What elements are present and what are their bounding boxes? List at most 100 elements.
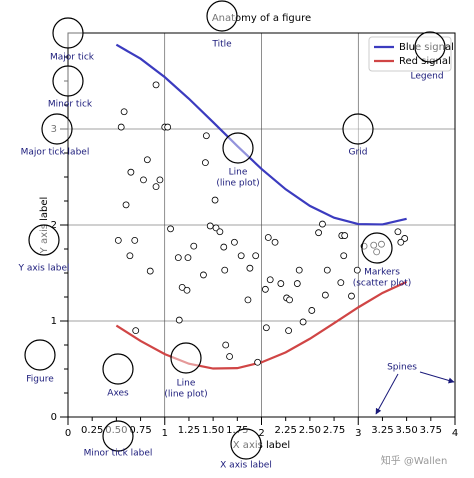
x-minor-tick-label: 3.75: [420, 425, 442, 436]
scatter-point: [132, 327, 140, 335]
scatter-point: [337, 279, 345, 287]
scatter-point: [370, 241, 378, 249]
scatter-point: [285, 327, 292, 335]
scatter-point: [126, 252, 134, 260]
annotation-label: Major tick label: [21, 148, 90, 158]
scatter-point: [341, 232, 349, 239]
scatter-point: [122, 201, 130, 209]
annotation-label: Major tick: [50, 53, 95, 63]
annotation-label: (line plot): [216, 179, 259, 189]
scatter-point: [167, 225, 174, 233]
scatter-point: [117, 123, 125, 131]
annotation-label: Minor tick label: [84, 449, 153, 459]
annotation-circle: [52, 65, 84, 97]
scatter-point: [231, 238, 238, 246]
scatter-point: [152, 81, 160, 89]
chart-title: Anatomy of a figure: [212, 13, 311, 24]
scatter-point: [244, 296, 252, 304]
scatter-point: [183, 286, 191, 294]
scatter-point: [140, 176, 147, 184]
scatter-point: [348, 292, 355, 300]
x-minor-tick-label: 3.25: [371, 425, 393, 436]
annotation-label: (line plot): [164, 390, 207, 400]
x-minor-tick-label: 2.25: [275, 425, 297, 436]
x-tick-label: 3: [355, 428, 361, 439]
spine-arrow: [375, 373, 399, 415]
scatter-point: [378, 240, 385, 248]
annotation-label: Title: [211, 40, 232, 50]
annotation-circle: [102, 420, 134, 452]
scatter-point: [206, 222, 214, 230]
y-tick-label: 2: [51, 220, 57, 231]
annotation-label: Axes: [107, 389, 129, 399]
x-minor-tick-label: 2.75: [323, 425, 345, 436]
scatter-point: [308, 307, 316, 314]
x-minor-tick-label: 0.75: [129, 425, 151, 436]
annotation-label: Line: [177, 379, 196, 389]
x-minor-tick-label: 2.50: [299, 425, 321, 436]
annotation-label: X axis label: [220, 461, 272, 471]
legend-label: Blue signal: [399, 42, 454, 53]
scatter-point: [202, 132, 210, 140]
annotation-circle: [414, 31, 446, 63]
annotation-label: Minor tick: [48, 100, 93, 110]
scatter-point: [373, 248, 381, 256]
y-tick-label: 0: [51, 412, 57, 423]
scatter-point: [315, 229, 322, 237]
scatter-point: [353, 266, 361, 274]
scatter-point: [211, 196, 219, 204]
scatter-point: [261, 285, 269, 293]
scatter-point: [226, 353, 233, 360]
scatter-point: [319, 220, 326, 228]
scatter-point: [264, 234, 272, 241]
scatter-point: [266, 276, 274, 284]
annotation-label: Line: [229, 168, 248, 178]
x-minor-tick-label: 1.25: [178, 425, 200, 436]
x-tick-label: 2: [258, 428, 264, 439]
scatter-point: [178, 283, 186, 291]
annotation-circle: [41, 113, 73, 145]
annotation-circle: [222, 132, 254, 164]
scatter-point: [174, 254, 182, 262]
scatter-point: [293, 280, 301, 287]
scatter-point: [131, 236, 139, 244]
scatter-point: [323, 266, 331, 274]
scatter-point: [246, 264, 254, 272]
scatter-point: [252, 252, 260, 260]
scatter-point: [175, 316, 183, 324]
annotation-label: Spines: [387, 363, 417, 373]
scatter-point: [397, 238, 405, 246]
annotation-label: Figure: [26, 375, 54, 385]
x-minor-tick-label: 3.50: [395, 425, 417, 436]
scatter-point: [190, 242, 198, 250]
scatter-point: [299, 318, 307, 326]
scatter-point: [221, 266, 229, 274]
x-tick-label: 1: [162, 428, 168, 439]
x-minor-tick-label: 0.50: [105, 425, 127, 436]
scatter-point: [146, 267, 154, 275]
annotation-circle: [24, 339, 56, 371]
scatter-point: [286, 296, 293, 304]
annotation-circle: [230, 428, 262, 460]
annotation-label: Grid: [349, 148, 368, 158]
scatter-point: [262, 324, 270, 332]
scatter-point: [295, 266, 303, 274]
scatter-point: [237, 252, 245, 260]
x-minor-tick-label: 1.50: [202, 425, 224, 436]
annotation-label: (scatter plot): [353, 279, 412, 289]
scatter-point: [222, 341, 230, 349]
scatter-point: [127, 168, 135, 176]
line: [115, 280, 408, 370]
scatter-point: [277, 280, 285, 287]
scatter-point: [201, 159, 209, 167]
annotation-circle: [170, 342, 202, 374]
scatter-point: [200, 271, 207, 279]
scatter-point: [184, 254, 192, 262]
scatter-point: [152, 183, 160, 191]
scatter-point: [143, 156, 151, 164]
spine-arrow: [419, 371, 455, 384]
scatter-point: [271, 238, 279, 246]
scatter-point: [220, 243, 228, 251]
watermark: 知乎 @Wallen: [381, 454, 448, 467]
